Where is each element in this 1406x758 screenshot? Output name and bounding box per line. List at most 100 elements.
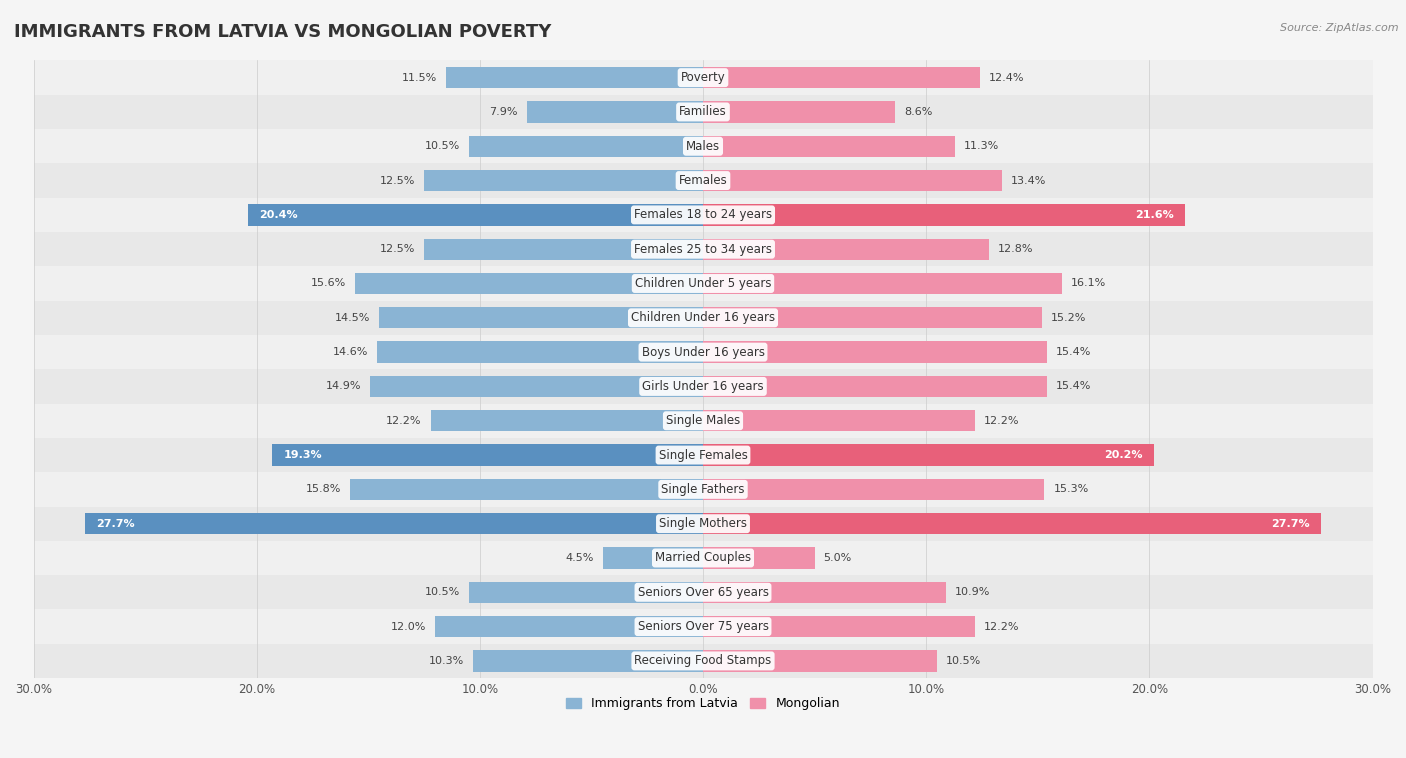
Bar: [703, 307, 1042, 328]
Bar: [446, 67, 703, 88]
Text: 10.5%: 10.5%: [425, 141, 460, 152]
Bar: [273, 444, 703, 465]
Bar: [371, 376, 703, 397]
Bar: [34, 129, 1372, 164]
Bar: [703, 410, 976, 431]
Text: 11.5%: 11.5%: [402, 73, 437, 83]
Bar: [703, 479, 1045, 500]
Bar: [527, 102, 703, 123]
Bar: [34, 301, 1372, 335]
Text: 5.0%: 5.0%: [824, 553, 852, 563]
Bar: [34, 369, 1372, 403]
Bar: [603, 547, 703, 568]
Bar: [703, 136, 955, 157]
Bar: [703, 513, 1322, 534]
Text: 12.2%: 12.2%: [984, 622, 1019, 631]
Bar: [430, 410, 703, 431]
Text: 13.4%: 13.4%: [1011, 176, 1046, 186]
Bar: [350, 479, 703, 500]
Bar: [377, 342, 703, 363]
Text: 15.6%: 15.6%: [311, 278, 346, 289]
Text: Married Couples: Married Couples: [655, 552, 751, 565]
Text: 10.5%: 10.5%: [946, 656, 981, 666]
Text: Females: Females: [679, 174, 727, 187]
Bar: [34, 403, 1372, 438]
Text: Seniors Over 75 years: Seniors Over 75 years: [637, 620, 769, 633]
Text: 12.2%: 12.2%: [387, 415, 422, 426]
Text: 12.4%: 12.4%: [988, 73, 1024, 83]
Bar: [703, 67, 980, 88]
Text: 20.2%: 20.2%: [1104, 450, 1143, 460]
Bar: [474, 650, 703, 672]
Bar: [34, 95, 1372, 129]
Text: 10.3%: 10.3%: [429, 656, 464, 666]
Bar: [436, 616, 703, 637]
Text: Poverty: Poverty: [681, 71, 725, 84]
Text: Single Females: Single Females: [658, 449, 748, 462]
Bar: [703, 102, 896, 123]
Text: 12.2%: 12.2%: [984, 415, 1019, 426]
Text: Seniors Over 65 years: Seniors Over 65 years: [637, 586, 769, 599]
Text: Males: Males: [686, 139, 720, 153]
Bar: [703, 650, 938, 672]
Bar: [34, 335, 1372, 369]
Text: IMMIGRANTS FROM LATVIA VS MONGOLIAN POVERTY: IMMIGRANTS FROM LATVIA VS MONGOLIAN POVE…: [14, 23, 551, 41]
Text: Receiving Food Stamps: Receiving Food Stamps: [634, 654, 772, 667]
Bar: [703, 204, 1185, 226]
Text: Children Under 5 years: Children Under 5 years: [634, 277, 772, 290]
Bar: [34, 198, 1372, 232]
Text: 8.6%: 8.6%: [904, 107, 932, 117]
Text: 15.4%: 15.4%: [1056, 347, 1091, 357]
Bar: [34, 232, 1372, 266]
Text: 15.8%: 15.8%: [307, 484, 342, 494]
Text: Females 18 to 24 years: Females 18 to 24 years: [634, 208, 772, 221]
Text: Single Mothers: Single Mothers: [659, 517, 747, 530]
Bar: [34, 61, 1372, 95]
Text: 27.7%: 27.7%: [1271, 518, 1310, 528]
Bar: [703, 376, 1046, 397]
Bar: [34, 506, 1372, 540]
Bar: [380, 307, 703, 328]
Bar: [703, 239, 988, 260]
Bar: [703, 170, 1002, 191]
Text: 10.5%: 10.5%: [425, 587, 460, 597]
Text: Single Males: Single Males: [666, 414, 740, 428]
Bar: [34, 266, 1372, 301]
Text: 27.7%: 27.7%: [96, 518, 135, 528]
Text: 7.9%: 7.9%: [489, 107, 517, 117]
Text: Families: Families: [679, 105, 727, 118]
Text: 12.8%: 12.8%: [998, 244, 1033, 254]
Text: 19.3%: 19.3%: [284, 450, 322, 460]
Bar: [34, 164, 1372, 198]
Text: Boys Under 16 years: Boys Under 16 years: [641, 346, 765, 359]
Bar: [468, 136, 703, 157]
Bar: [34, 644, 1372, 678]
Text: 4.5%: 4.5%: [565, 553, 593, 563]
Bar: [34, 438, 1372, 472]
Text: 14.5%: 14.5%: [335, 313, 371, 323]
Bar: [354, 273, 703, 294]
Text: 20.4%: 20.4%: [259, 210, 298, 220]
Text: 12.5%: 12.5%: [380, 244, 415, 254]
Text: Single Fathers: Single Fathers: [661, 483, 745, 496]
Bar: [34, 472, 1372, 506]
Bar: [703, 616, 976, 637]
Text: 12.5%: 12.5%: [380, 176, 415, 186]
Bar: [703, 273, 1063, 294]
Text: 10.9%: 10.9%: [955, 587, 991, 597]
Bar: [34, 575, 1372, 609]
Text: Girls Under 16 years: Girls Under 16 years: [643, 380, 763, 393]
Bar: [34, 609, 1372, 644]
Text: 11.3%: 11.3%: [965, 141, 1000, 152]
Text: Children Under 16 years: Children Under 16 years: [631, 312, 775, 324]
Text: 15.2%: 15.2%: [1052, 313, 1087, 323]
Text: Females 25 to 34 years: Females 25 to 34 years: [634, 243, 772, 255]
Bar: [425, 170, 703, 191]
Bar: [703, 581, 946, 603]
Legend: Immigrants from Latvia, Mongolian: Immigrants from Latvia, Mongolian: [561, 692, 845, 715]
Bar: [84, 513, 703, 534]
Text: 12.0%: 12.0%: [391, 622, 426, 631]
Text: 14.9%: 14.9%: [326, 381, 361, 391]
Text: 15.3%: 15.3%: [1053, 484, 1088, 494]
Text: 15.4%: 15.4%: [1056, 381, 1091, 391]
